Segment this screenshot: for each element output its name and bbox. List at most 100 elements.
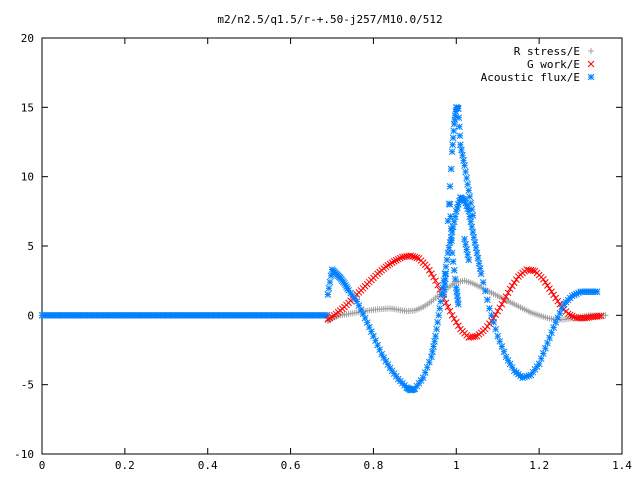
data-point [451, 275, 459, 283]
data-point [474, 254, 482, 262]
x-tick-label: 1.4 [612, 459, 632, 472]
data-point [500, 297, 508, 304]
data-point [508, 282, 516, 290]
data-point [462, 240, 469, 248]
data-point [550, 324, 557, 331]
data-point [432, 277, 439, 285]
data-point [552, 294, 560, 302]
data-point [455, 300, 462, 308]
x-tick-label: 1.2 [529, 459, 549, 472]
data-point [564, 310, 572, 318]
data-point [466, 193, 474, 201]
data-point [443, 256, 451, 264]
data-point [477, 270, 485, 278]
data-point [441, 285, 448, 293]
data-point [426, 358, 433, 366]
data-point [506, 285, 514, 293]
data-point [468, 223, 476, 231]
data-point [434, 281, 441, 289]
data-point [458, 146, 465, 154]
legend-label: R stress/E [514, 45, 580, 58]
data-point [390, 257, 398, 265]
data-point [542, 344, 549, 352]
data-point [463, 174, 470, 182]
x-tick-label: 0.2 [115, 459, 135, 472]
chart-title: m2/n2.5/q1.5/r-+.50-j257/M10.0/512 [217, 13, 442, 26]
axis-ticks: 0 0.2 0.4 0.6 0.8 1 1.2 1.4 -10 -5 0 5 10 15 20 [14, 32, 632, 472]
y-tick-label: -5 [21, 379, 34, 392]
data-point [595, 312, 603, 320]
data-point [566, 311, 574, 319]
data-point [456, 132, 464, 140]
data-point [568, 292, 576, 300]
data-point [428, 353, 435, 361]
data-point [548, 288, 555, 296]
series-acoustic-flux-baseline [38, 311, 331, 319]
data-point [450, 266, 458, 274]
data-point [502, 293, 510, 300]
data-point [446, 307, 454, 315]
legend-label: Acoustic flux/E [481, 71, 580, 84]
data-point [469, 212, 477, 219]
data-point [432, 332, 439, 340]
data-point [490, 318, 497, 326]
data-point [450, 127, 458, 135]
data-point [363, 319, 371, 326]
data-point [413, 254, 421, 262]
data-point [426, 266, 433, 274]
data-point [394, 255, 402, 263]
data-point [421, 369, 429, 376]
data-point [449, 134, 457, 142]
data-point [455, 114, 463, 122]
data-point [470, 233, 478, 241]
data-point [488, 311, 495, 319]
data-point [448, 237, 455, 245]
data-point [445, 244, 453, 252]
data-point [442, 270, 450, 278]
data-point [459, 151, 466, 159]
data-point [471, 333, 479, 340]
data-point [437, 298, 445, 305]
data-point [494, 307, 502, 315]
data-point [441, 280, 449, 288]
data-point [593, 288, 601, 296]
data-point [465, 256, 473, 264]
x-tick-label: 0 [39, 459, 46, 472]
data-point [430, 343, 437, 350]
data-point [465, 187, 473, 194]
data-point [486, 305, 493, 312]
y-tick-label: 5 [27, 240, 34, 253]
data-point [544, 282, 551, 289]
y-tick-label: 15 [21, 101, 34, 114]
data-point [444, 217, 452, 225]
data-point [539, 350, 547, 357]
data-point [568, 312, 576, 320]
data-point [435, 311, 443, 319]
data-point [537, 355, 545, 363]
data-point [473, 249, 481, 257]
data-point [504, 289, 512, 297]
data-point [409, 253, 417, 260]
data-point [448, 249, 456, 257]
data-point [468, 205, 476, 213]
legend-marker [588, 48, 594, 54]
data-point [444, 303, 452, 311]
data-point [423, 363, 431, 371]
plot-frame [41, 37, 623, 455]
data-point [325, 284, 333, 292]
data-point [479, 279, 487, 286]
legend-marker [587, 60, 595, 68]
data-point [571, 313, 578, 321]
data-point [471, 239, 479, 246]
data-point [461, 235, 468, 243]
data-point [446, 183, 454, 190]
data-point [423, 263, 431, 271]
data-point [548, 329, 555, 337]
data-point [450, 315, 458, 323]
data-point [481, 287, 489, 295]
y-tick-label: 0 [27, 309, 34, 322]
y-tick-label: -10 [14, 448, 34, 461]
data-point [392, 256, 400, 264]
data-point [469, 228, 477, 236]
